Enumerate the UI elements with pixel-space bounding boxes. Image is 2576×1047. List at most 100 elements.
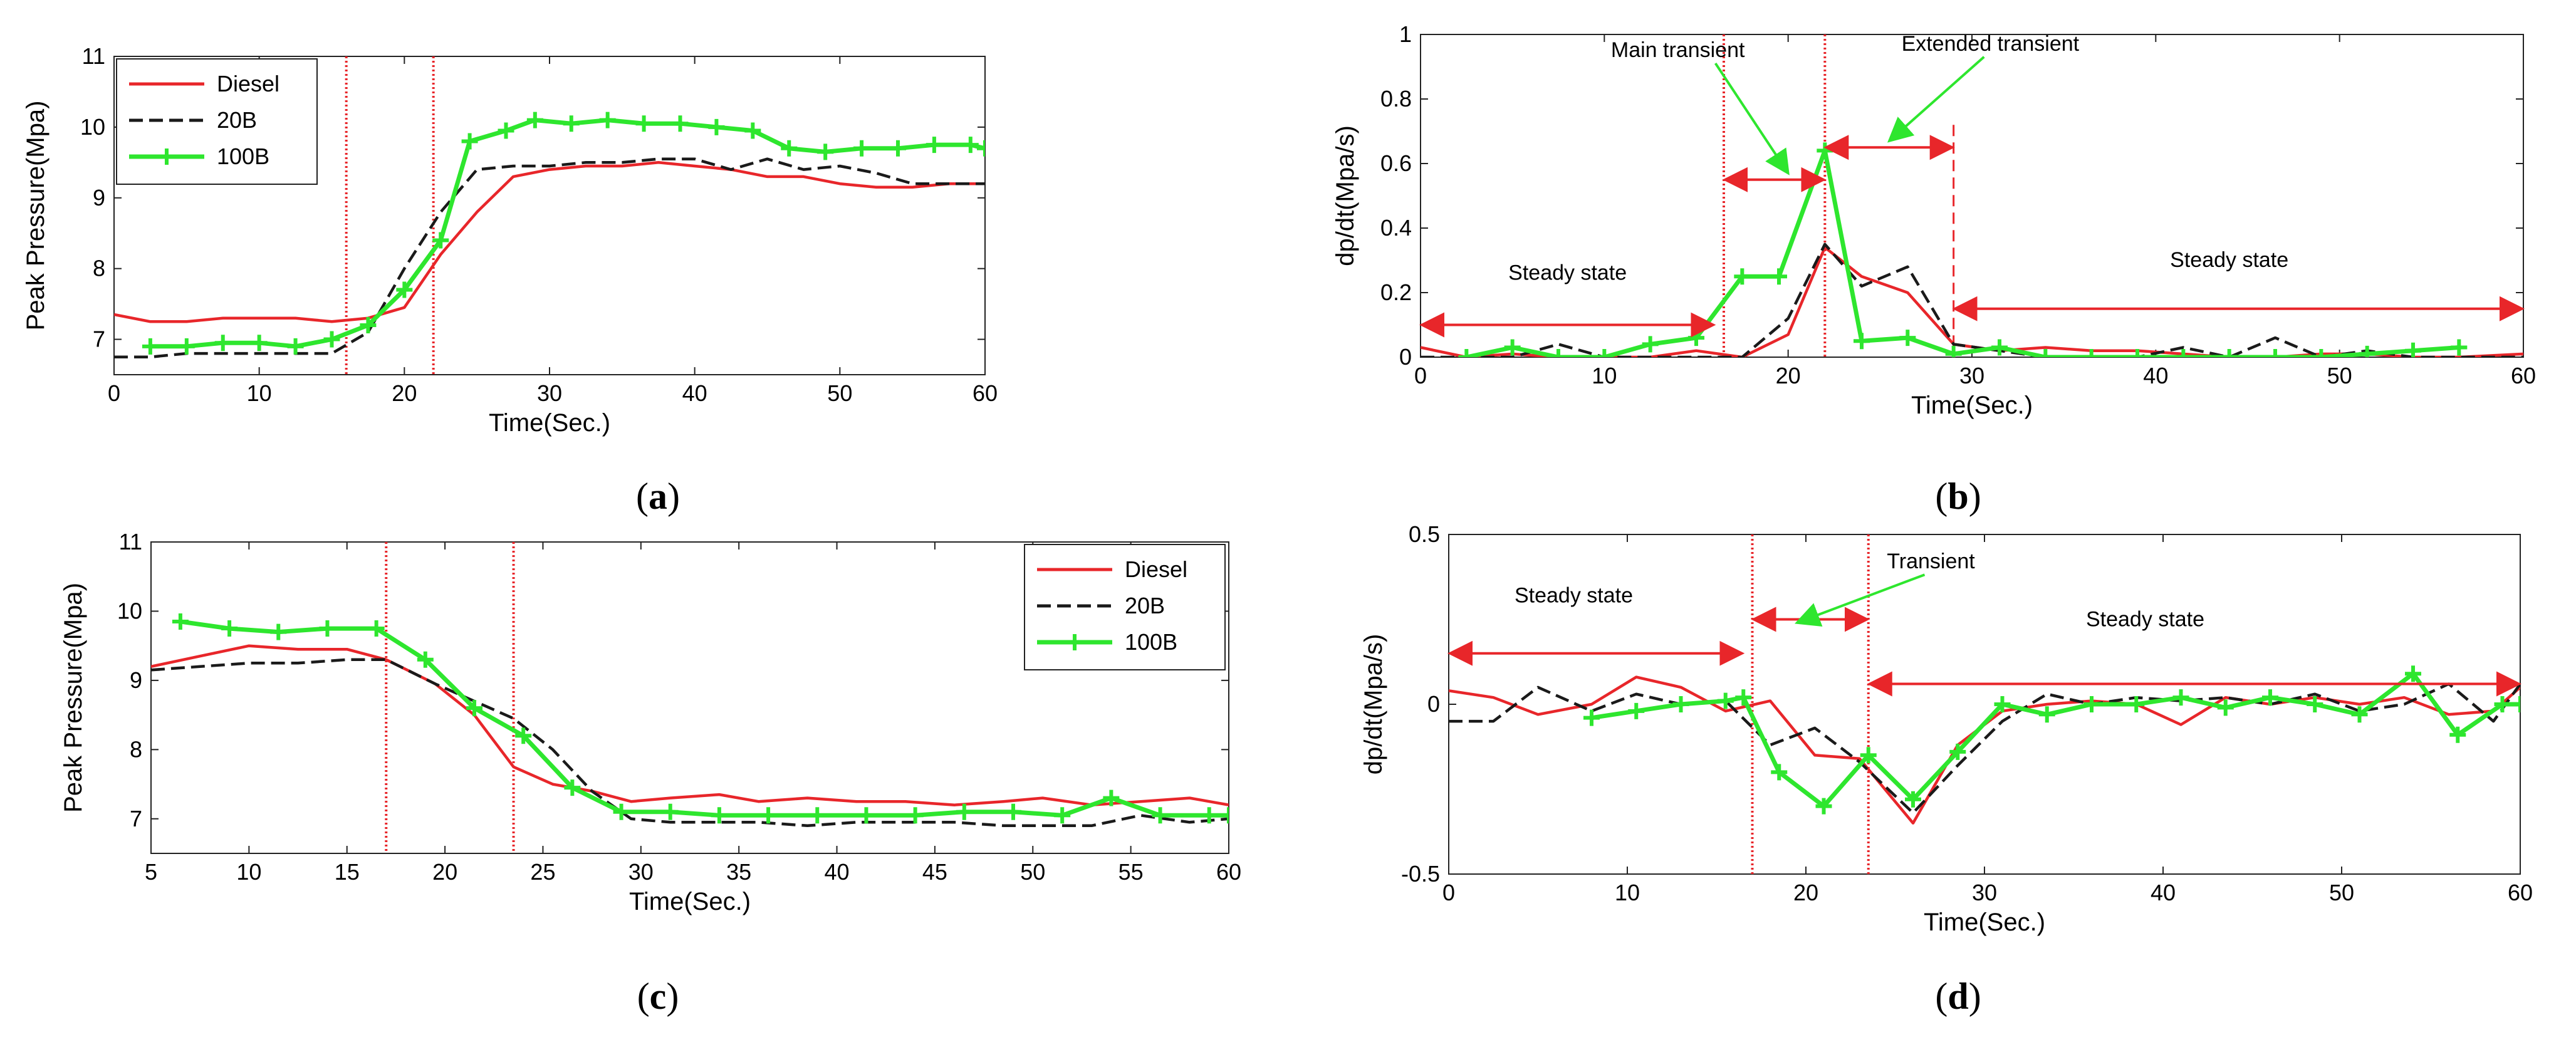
data-point-plus-marker bbox=[1628, 702, 1645, 719]
legend-entry-label: Diesel bbox=[1125, 556, 1187, 582]
data-point-plus-marker bbox=[2037, 349, 2054, 357]
x-tick-label: 10 bbox=[1615, 880, 1640, 905]
data-point-plus-marker bbox=[2405, 342, 2421, 357]
legend-marker bbox=[1066, 634, 1083, 650]
series-line-diesel bbox=[151, 644, 1229, 806]
data-point-plus-marker bbox=[2307, 696, 2323, 712]
data-point-plus-marker bbox=[1817, 142, 1833, 159]
data-point-plus-marker bbox=[498, 122, 514, 139]
plot-frame bbox=[150, 541, 1229, 854]
data-point-plus-marker bbox=[1005, 803, 1021, 820]
x-tick-label: 0 bbox=[108, 380, 120, 406]
data-point-plus-marker bbox=[2083, 349, 2100, 357]
data-point-plus-marker bbox=[858, 807, 875, 824]
y-tick-label: 0 bbox=[1427, 691, 1440, 717]
series-line-100b bbox=[1466, 148, 2459, 357]
data-point-plus-marker bbox=[2512, 696, 2520, 712]
x-tick-label: 20 bbox=[1776, 363, 1801, 388]
data-point-plus-marker bbox=[890, 140, 906, 157]
series-line-20b bbox=[1421, 242, 2523, 357]
panel-caption: (b) bbox=[1935, 476, 1981, 517]
data-point-plus-marker bbox=[172, 613, 189, 630]
y-axis-label: dp/dt(Mpa/s) bbox=[1332, 125, 1359, 266]
chart-panel-d: 0 10 20 30 40 50 60-0.500.5Time(Sec.)dp/dt(Mpa… bbox=[1360, 521, 2533, 1017]
data-point-plus-marker bbox=[1717, 692, 1734, 709]
data-point-plus-marker bbox=[2451, 339, 2468, 356]
x-axis-label: Time(Sec.) bbox=[629, 888, 751, 915]
annotation-callout-arrow bbox=[1887, 56, 1985, 143]
data-point-plus-marker bbox=[1152, 807, 1169, 824]
data-point-plus-marker bbox=[1905, 791, 1921, 808]
legend: Diesel 20B 100B bbox=[1024, 544, 1226, 670]
x-tick-label: 60 bbox=[1216, 859, 1241, 885]
data-point-plus-marker bbox=[1991, 339, 2008, 356]
x-tick-label: 60 bbox=[973, 380, 998, 406]
x-tick-label: 60 bbox=[2511, 363, 2536, 388]
series-line-diesel bbox=[1449, 675, 2520, 825]
data-point-plus-marker bbox=[221, 620, 238, 637]
x-tick-label: 40 bbox=[2143, 363, 2168, 388]
y-tick-label: -0.5 bbox=[1401, 861, 1440, 887]
data-point-plus-marker bbox=[962, 137, 979, 154]
data-point-plus-marker bbox=[711, 807, 727, 824]
panel-caption: (c) bbox=[637, 976, 679, 1017]
data-point-plus-marker bbox=[466, 700, 482, 717]
data-point-plus-marker bbox=[2083, 696, 2100, 712]
y-tick-label: 10 bbox=[117, 598, 142, 623]
data-point-plus-marker bbox=[461, 133, 478, 150]
x-tick-label: 35 bbox=[726, 859, 751, 885]
x-axis-label: Time(Sec.) bbox=[1911, 392, 2033, 419]
caption-open: ( bbox=[636, 476, 649, 517]
data-point-plus-marker bbox=[319, 620, 336, 637]
caption-open: ( bbox=[1935, 476, 1948, 517]
legend-entry-label: 100B bbox=[217, 143, 269, 169]
y-tick-label: 7 bbox=[93, 326, 105, 352]
data-point-plus-marker bbox=[515, 727, 532, 744]
data-point-plus-marker bbox=[977, 140, 985, 157]
data-point-plus-marker bbox=[708, 118, 725, 135]
data-point-plus-marker bbox=[368, 620, 385, 637]
series-line-20b bbox=[1449, 682, 2520, 815]
data-point-plus-marker bbox=[1815, 798, 1832, 815]
annotation-label: Steady state bbox=[2170, 248, 2288, 272]
caption-open: ( bbox=[637, 976, 650, 1017]
x-tick-label: 40 bbox=[682, 380, 707, 406]
x-tick-label: 5 bbox=[145, 859, 157, 885]
x-tick-label: 15 bbox=[335, 859, 360, 885]
data-point-plus-marker bbox=[323, 331, 340, 348]
caption-letter: a bbox=[649, 476, 667, 517]
x-tick-label: 10 bbox=[236, 859, 261, 885]
data-point-plus-marker bbox=[662, 803, 679, 820]
data-point-plus-marker bbox=[214, 335, 231, 352]
data-point-plus-marker bbox=[360, 316, 377, 333]
x-tick-label: 30 bbox=[1959, 363, 1984, 388]
data-point-plus-marker bbox=[1899, 330, 1916, 346]
chart-panel-a: 0 10 20 30 40 50 60 7 8 9 10 11 Time(Sec.) Peak Press… bbox=[22, 43, 998, 517]
y-tick-label: 7 bbox=[130, 806, 142, 831]
y-axis-label: Peak Pressure(Mpa) bbox=[22, 101, 50, 331]
y-tick-label: 8 bbox=[93, 256, 105, 281]
plot-area bbox=[1449, 665, 2520, 825]
data-point-plus-marker bbox=[178, 338, 195, 355]
legend-entry-label: 20B bbox=[1125, 593, 1165, 618]
data-point-plus-marker bbox=[2129, 349, 2146, 357]
y-axis-label: Peak Pressure(Mpa) bbox=[60, 583, 87, 813]
x-tick-label: 30 bbox=[628, 859, 654, 885]
data-point-plus-marker bbox=[1854, 333, 1870, 350]
legend: Diesel 20B 100B bbox=[116, 58, 318, 185]
data-point-plus-marker bbox=[907, 807, 924, 824]
y-axis-label: dp/dt(Mpa/s) bbox=[1360, 634, 1387, 775]
annotation-callout-arrow bbox=[1795, 573, 1926, 627]
x-tick-label: 0 bbox=[1414, 363, 1427, 388]
data-point-plus-marker bbox=[1945, 345, 1962, 357]
x-tick-label: 30 bbox=[1972, 880, 1997, 905]
x-tick-label: 45 bbox=[922, 859, 947, 885]
x-tick-label: 0 bbox=[1442, 880, 1455, 905]
plot-area bbox=[1421, 142, 2523, 357]
data-point-plus-marker bbox=[2351, 706, 2368, 723]
x-axis-label: Time(Sec.) bbox=[1924, 909, 2045, 936]
panel-caption: (d) bbox=[1935, 976, 1981, 1017]
y-tick-label: 9 bbox=[130, 667, 142, 693]
data-point-plus-marker bbox=[396, 281, 413, 298]
data-point-plus-marker bbox=[1642, 336, 1659, 353]
